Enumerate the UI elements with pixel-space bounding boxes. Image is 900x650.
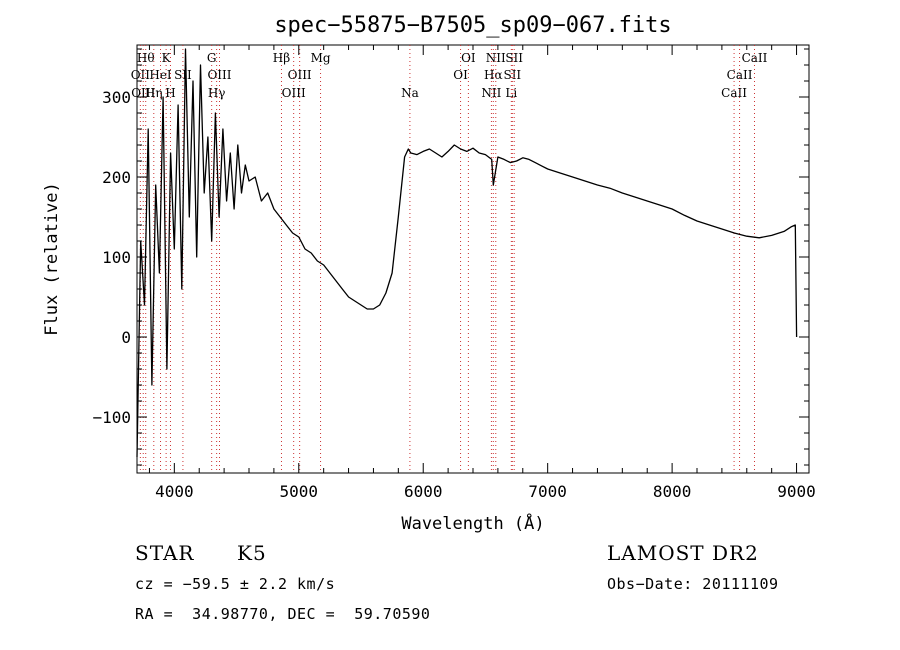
line-marker-label: Hη <box>145 86 163 100</box>
line-marker-label: H <box>165 86 175 100</box>
object-subclass: K5 <box>237 541 267 565</box>
line-marker-label: NII <box>486 51 506 65</box>
line-marker-label: OI <box>453 68 468 82</box>
survey-name: LAMOST DR2 <box>607 541 759 565</box>
line-marker-label: OIII <box>282 86 306 100</box>
y-axis-label: Flux (relative) <box>42 182 62 336</box>
obs-date: Obs−Date: 20111109 <box>607 575 779 593</box>
line-marker-label: OIII <box>207 68 231 82</box>
line-marker-label: Na <box>401 86 419 100</box>
line-marker-label: CaII <box>742 51 768 65</box>
coordinates: RA = 34.98770, DEC = 59.70590 <box>135 605 431 623</box>
line-marker-label: CaII <box>721 86 747 100</box>
line-marker-label: Hα <box>484 68 503 82</box>
x-tick-label: 6000 <box>404 482 443 501</box>
line-marker-label: Hβ <box>273 51 290 65</box>
line-marker-label: G <box>207 51 217 65</box>
line-marker-label: OII <box>131 68 151 82</box>
line-marker-label: Hγ <box>208 86 226 100</box>
y-tick-label: 0 <box>121 328 131 347</box>
object-class: STAR <box>135 541 195 565</box>
line-marker-label: SII <box>174 68 192 82</box>
y-tick-label: 300 <box>102 88 131 107</box>
chart-title: spec−55875−B7505_sp09−067.fits <box>274 13 671 38</box>
y-tick-label: −100 <box>92 408 131 427</box>
line-marker-label: OI <box>461 51 476 65</box>
y-tick-label: 200 <box>102 168 131 187</box>
series-layer <box>136 48 798 458</box>
line-marker-label: CaII <box>727 68 753 82</box>
line-markers: OIIOIIIHθHηHeIKHSIIGHγOIIIHβOIIIOIIIMgNa… <box>131 45 768 473</box>
line-marker-label: HeI <box>149 68 172 82</box>
line-marker-label: NII <box>481 86 501 100</box>
x-tick-label: 4000 <box>155 482 194 501</box>
line-marker-label: Hθ <box>137 51 155 65</box>
x-tick-label: 9000 <box>777 482 816 501</box>
line-marker-label: K <box>162 51 172 65</box>
line-marker-label: OIII <box>288 68 312 82</box>
x-tick-label: 5000 <box>280 482 319 501</box>
spectrum-line <box>136 48 798 458</box>
x-tick-label: 7000 <box>528 482 567 501</box>
y-tick-label: 100 <box>102 248 131 267</box>
x-tick-label: 8000 <box>653 482 692 501</box>
plot-frame <box>136 44 810 474</box>
line-marker-label: Li <box>505 86 517 100</box>
line-marker-label: SII <box>505 51 523 65</box>
line-marker-label: Mg <box>311 51 331 65</box>
line-marker-label: SII <box>503 68 521 82</box>
axis-ticks: 4000 5000 6000 7000 8000 9000 −100 0 100 200 300 <box>92 45 816 501</box>
x-axis-label: Wavelength (Å) <box>401 512 544 534</box>
redshift-text: cz = −59.5 ± 2.2 km/s <box>135 575 336 593</box>
